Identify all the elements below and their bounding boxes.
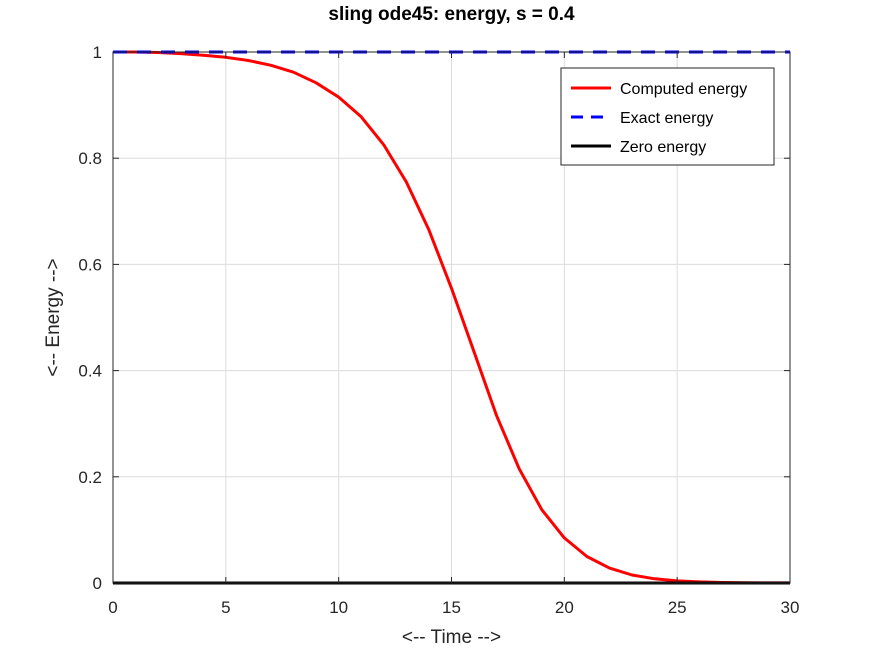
legend-label-exact-energy: Exact energy [620, 110, 713, 127]
x-tick-label: 30 [781, 598, 800, 617]
y-tick-label: 1 [93, 43, 102, 62]
y-tick-label: 0.6 [78, 255, 102, 274]
legend-label-zero-energy: Zero energy [620, 139, 706, 156]
y-tick-label: 0.8 [78, 149, 102, 168]
axis-ticks: 0 5 10 15 20 25 30 0 0.2 0.4 0.6 0.8 1 [78, 43, 799, 617]
legend-label-computed-energy: Computed energy [620, 81, 747, 98]
x-tick-label: 25 [668, 598, 687, 617]
y-tick-label: 0.4 [78, 362, 102, 381]
x-tick-label: 5 [221, 598, 230, 617]
y-axis-label: <-- Energy --> [43, 258, 64, 376]
x-tick-label: 0 [108, 598, 117, 617]
x-tick-label: 10 [329, 598, 348, 617]
x-tick-label: 15 [442, 598, 461, 617]
legend: Computed energy Exact energy Zero energy [560, 67, 775, 166]
y-tick-label: 0.2 [78, 468, 102, 487]
chart-title: sling ode45: energy, s = 0.4 [328, 4, 575, 25]
y-tick-label: 0 [93, 574, 102, 593]
x-axis-label: <-- Time --> [402, 627, 501, 648]
x-tick-label: 20 [555, 598, 574, 617]
